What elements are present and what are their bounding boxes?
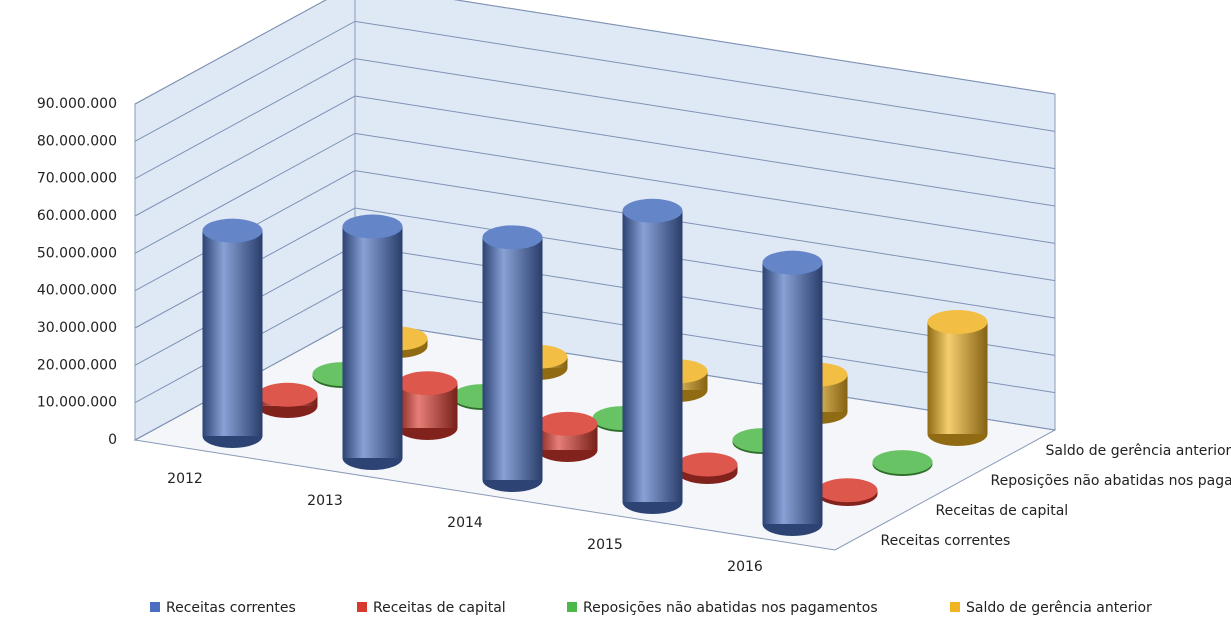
x-tick-label: 2013 — [307, 493, 343, 509]
legend-label: Reposições não abatidas nos pagamentos — [583, 600, 878, 616]
cylinder-body — [482, 237, 543, 480]
cylinder-top — [872, 450, 933, 475]
y-tick-label: 0 — [108, 432, 117, 448]
y-tick-label: 80.000.000 — [37, 133, 117, 149]
y-tick-label: 50.000.000 — [37, 245, 117, 261]
legend-swatch — [150, 602, 160, 612]
cylinder-top — [397, 371, 458, 396]
marks — [202, 198, 988, 536]
grid-line — [134, 20, 1056, 142]
cylinder-body — [202, 230, 263, 436]
x-tick-label: 2015 — [587, 537, 623, 553]
y-tick-label: 60.000.000 — [37, 208, 117, 224]
depth-tick-label: Reposições não abatidas nos pagamentos — [991, 473, 1231, 489]
cylinder-top — [677, 452, 738, 477]
cylinder-body — [622, 210, 683, 503]
depth-tick-label: Receitas correntes — [881, 533, 1011, 549]
cylinder-body — [762, 262, 823, 524]
cylinder-top — [342, 214, 403, 239]
y-tick-label: 70.000.000 — [37, 171, 117, 187]
legend-swatch — [357, 602, 367, 612]
y-tick-label: 90.000.000 — [37, 96, 117, 112]
grid-line — [134, 132, 1056, 254]
legend-swatch — [567, 602, 577, 612]
grid-line — [134, 0, 1056, 105]
grid-line — [134, 58, 1056, 180]
cylinder-top — [927, 310, 988, 334]
y-tick-label: 40.000.000 — [37, 283, 117, 299]
cylinder-top — [202, 218, 263, 243]
y-tick-label: 10.000.000 — [37, 395, 117, 411]
labels: 0 10.000.000 20.000.000 30.000.000 40.000.00… — [37, 96, 1231, 616]
cylinder-body — [927, 322, 988, 434]
cylinder-body — [342, 226, 403, 458]
x-tick-label: 2012 — [167, 471, 203, 487]
y-tick-label: 20.000.000 — [37, 357, 117, 373]
cylinder-top — [622, 198, 683, 223]
depth-tick-label: Saldo de gerência anterior — [1046, 443, 1231, 459]
depth-tick-label: Receitas de capital — [936, 503, 1069, 519]
legend-label: Saldo de gerência anterior — [966, 600, 1152, 616]
cylinder-top — [817, 478, 878, 503]
y-tick-label: 30.000.000 — [37, 320, 117, 336]
legend-label: Receitas correntes — [166, 600, 296, 616]
x-tick-label: 2014 — [447, 515, 483, 531]
cylinder-top — [537, 411, 598, 436]
cylinder-top — [762, 250, 823, 275]
legend-swatch — [950, 602, 960, 612]
cylinder-top — [257, 382, 318, 407]
x-tick-label: 2016 — [727, 559, 763, 575]
grid-line — [134, 95, 1056, 217]
cylinder-top — [482, 225, 543, 250]
legend-label: Receitas de capital — [373, 600, 506, 616]
